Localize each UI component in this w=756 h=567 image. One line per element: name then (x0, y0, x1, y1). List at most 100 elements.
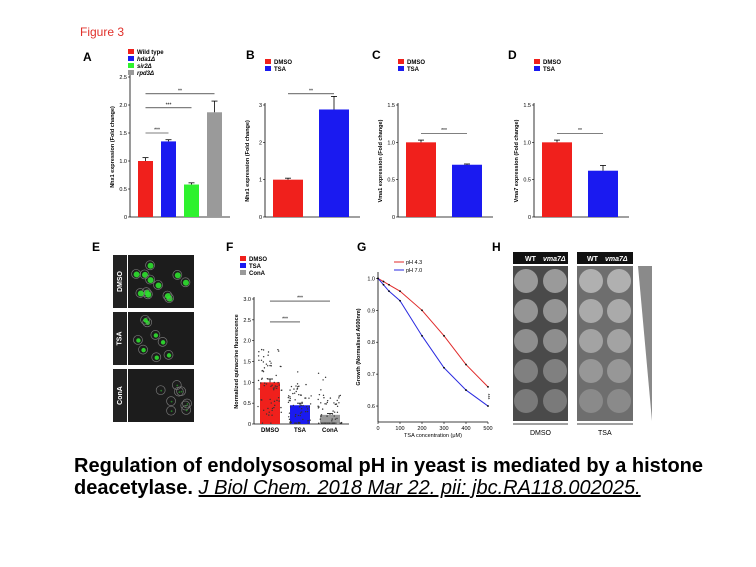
data-point-f (318, 422, 320, 424)
y-tick-label-b-3: 3 (259, 103, 262, 109)
yeast-spot (607, 299, 631, 323)
data-point-f (299, 422, 301, 424)
vacuole-stain (142, 271, 149, 278)
vacuole-stain (160, 389, 163, 392)
data-point-f (267, 351, 270, 353)
legend-label-f-1: TSA (249, 264, 262, 270)
vacuole-stain (153, 333, 159, 338)
legend-swatch-b-1 (265, 66, 271, 71)
data-point-f (321, 408, 324, 410)
data-point-f (338, 402, 340, 404)
figure-title: Figure 3 (80, 25, 125, 39)
data-point-f (306, 408, 309, 410)
data-point-f (331, 420, 333, 422)
data-point-f (300, 411, 303, 413)
vacuole-stain (166, 353, 172, 358)
data-point-f (309, 403, 312, 405)
vacuole-stain (164, 293, 171, 300)
cell-outline (133, 335, 143, 345)
legend-swatch-c-1 (398, 66, 404, 71)
data-point-f (262, 349, 265, 351)
data-point-f (299, 414, 301, 417)
h-header-vma7-2: vma7Δ (605, 256, 628, 263)
cell-outline (139, 269, 150, 280)
yeast-spot (579, 269, 603, 293)
data-point-f (327, 422, 330, 424)
cell-outline (153, 280, 163, 290)
data-point-f (326, 415, 328, 417)
yeast-spot (607, 359, 631, 383)
data-point-f (336, 399, 338, 402)
data-point-f (298, 393, 300, 396)
data-point-f (287, 396, 290, 399)
legend-swatch-f-2 (240, 270, 246, 275)
data-point-f (280, 406, 282, 409)
bar-c-0 (406, 142, 436, 217)
yeast-spot (543, 329, 567, 353)
vacuole-stain (147, 262, 154, 269)
vacuole-stain (147, 277, 154, 284)
y-tick-label-f-1: 0.5 (243, 401, 251, 407)
figure-caption: Regulation of endolysosomal pH in yeast … (74, 455, 734, 499)
data-point-f (299, 394, 302, 396)
y-tick-label-g-4: 1.0 (367, 276, 375, 282)
data-point-f (265, 363, 268, 365)
h-label-dmso: DMSO (530, 430, 552, 437)
data-point-f (296, 383, 299, 385)
yeast-spot (543, 389, 567, 413)
y-tick-label-b-2: 2 (259, 140, 262, 146)
data-point-f (298, 406, 301, 408)
cell-outline (180, 277, 191, 288)
y-tick-label-g-3: 0.9 (367, 308, 375, 314)
citation-link[interactable]: J Biol Chem. 2018 Mar 22. pii: jbc.RA118… (198, 477, 641, 499)
data-point-f (290, 385, 293, 388)
vacuole-stain (145, 291, 152, 298)
bar-f-2 (320, 414, 340, 424)
data-point-g-0 (399, 290, 401, 293)
yeast-spot (579, 299, 603, 323)
data-point-f (324, 403, 326, 405)
cell-outline (163, 350, 174, 360)
y-tick-label-a-3: 1.5 (119, 131, 127, 137)
y-tick-label-c-0: 0 (392, 215, 395, 221)
data-point-f (278, 384, 280, 386)
data-point-f (271, 384, 273, 386)
data-point-f (289, 397, 291, 400)
data-point-f (310, 395, 312, 397)
data-point-f (339, 422, 342, 424)
vacuole-stain (182, 279, 189, 286)
data-point-f (319, 418, 321, 420)
series-line-g-1 (377, 278, 489, 407)
yeast-spot (514, 329, 538, 353)
y-tick-label-d-1: 0.5 (523, 178, 531, 184)
cell-outline (166, 405, 176, 416)
data-point-f (271, 414, 273, 416)
data-point-f (278, 400, 280, 402)
legend-label-c-0: DMSO (407, 60, 425, 66)
data-point-f (258, 388, 260, 390)
yeast-spot (607, 389, 631, 413)
data-point-f (332, 422, 334, 424)
data-point-f (292, 404, 295, 407)
y-tick-label-b-0: 0 (259, 215, 262, 221)
data-point-f (257, 405, 259, 408)
y-tick-label-a-4: 2.0 (119, 103, 127, 109)
data-point-f (296, 388, 298, 390)
sig-label-f-1: *** (297, 296, 303, 302)
data-point-f (289, 396, 291, 398)
vacuole-stain (174, 272, 181, 279)
data-point-f (263, 384, 266, 387)
cell-outline (172, 270, 183, 280)
data-point-f (324, 376, 327, 379)
data-point-f (263, 367, 266, 369)
panel-label-e: E (92, 240, 101, 254)
bar-a-0 (138, 161, 153, 217)
data-point-f (331, 413, 334, 415)
data-point-f (334, 403, 337, 406)
data-point-f (305, 383, 307, 386)
yeast-spot (514, 299, 538, 323)
sig-label-a-2: ** (178, 88, 182, 94)
yeast-spot (543, 299, 567, 323)
data-point-f (333, 411, 336, 413)
